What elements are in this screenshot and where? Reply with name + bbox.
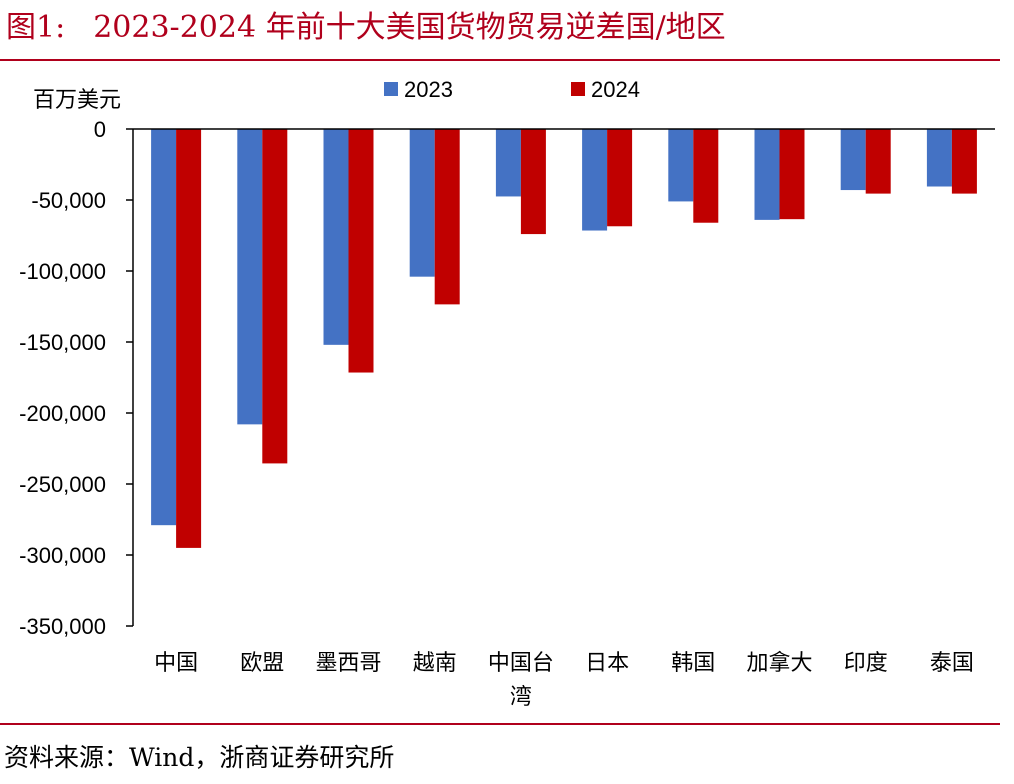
category-label: 泰国: [930, 651, 974, 676]
category-label: 中国: [154, 651, 198, 676]
bar-2024-1: [262, 129, 288, 464]
bar-2023-8: [840, 129, 866, 191]
category-label: 欧盟: [240, 651, 284, 676]
bar-2024-5: [607, 129, 633, 227]
y-tick-label: -100,000: [19, 259, 106, 284]
legend-label-2023: 2023: [404, 77, 453, 102]
legend-swatch-2024: [571, 82, 585, 96]
category-label: 中国台: [488, 651, 554, 676]
y-tick-label: 0: [94, 117, 106, 142]
source-note: 资料来源：Wind，浙商证券研究所: [4, 743, 395, 772]
y-tick-label: -300,000: [19, 543, 106, 568]
bar-2023-7: [754, 129, 780, 220]
bar-2023-0: [151, 129, 177, 526]
category-label: 墨西哥: [315, 651, 381, 676]
bar-2024-4: [520, 129, 546, 235]
bar-2023-1: [237, 129, 263, 425]
y-tick-label: -200,000: [19, 401, 106, 426]
y-unit-label: 百万美元: [33, 88, 121, 113]
bar-2024-6: [693, 129, 719, 223]
category-label: 湾: [510, 685, 532, 710]
y-tick-label: -50,000: [31, 188, 106, 213]
figure-number: 图1:: [6, 10, 66, 45]
y-tick-label: -350,000: [19, 614, 106, 639]
bar-2024-3: [434, 129, 460, 305]
legend-label-2024: 2024: [591, 77, 640, 102]
bar-2024-2: [348, 129, 374, 373]
bar-2024-8: [865, 129, 891, 194]
source-divider: [0, 723, 1000, 725]
category-label: 越南: [413, 651, 457, 676]
bar-2024-9: [951, 129, 977, 194]
category-label: 日本: [585, 651, 629, 676]
category-label: 加拿大: [746, 650, 812, 676]
bar-2023-3: [409, 129, 435, 277]
y-tick-label: -150,000: [19, 330, 106, 355]
bar-2023-5: [582, 129, 608, 231]
bar-2024-0: [176, 129, 202, 548]
category-label: 印度: [844, 651, 888, 676]
figure-title: 图1: 2023-2024 年前十大美国货物贸易逆差国/地区: [6, 6, 726, 50]
bar-2023-6: [668, 129, 694, 202]
bar-2024-7: [779, 129, 805, 220]
y-tick-label: -250,000: [19, 472, 106, 497]
title-divider: [0, 59, 1000, 61]
legend-swatch-2023: [384, 82, 398, 96]
bar-2023-4: [495, 129, 521, 197]
bar-2023-2: [323, 129, 349, 345]
category-label: 韩国: [671, 651, 715, 676]
bar-2023-9: [926, 129, 952, 187]
figure-title-text: 2023-2024 年前十大美国货物贸易逆差国/地区: [93, 10, 726, 45]
